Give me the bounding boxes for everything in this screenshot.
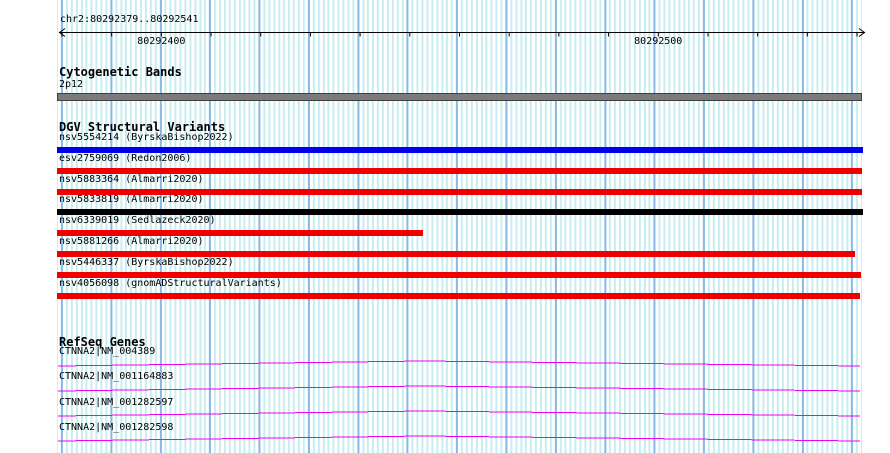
variant-label[interactable]: nsv6339019 (Sedlazeck2020) — [59, 215, 216, 226]
variant-bar[interactable] — [57, 147, 863, 153]
ruler-tick-label: 80292400 — [137, 36, 186, 47]
variant-label[interactable]: nsv5881266 (Almarri2020) — [59, 236, 204, 247]
variant-bar[interactable] — [57, 272, 861, 278]
cytoband-bar[interactable] — [57, 93, 862, 101]
variant-label[interactable]: nsv5833819 (Almarri2020) — [59, 194, 204, 205]
track-header-refseq-genes: RefSeq Genes — [59, 335, 146, 349]
variant-label[interactable]: nsv5554214 (ByrskaBishop2022) — [59, 132, 234, 143]
variant-bar[interactable] — [57, 230, 423, 236]
variant-bar[interactable] — [57, 293, 860, 299]
variant-bar[interactable] — [57, 209, 863, 215]
variant-label[interactable]: nsv5446337 (ByrskaBishop2022) — [59, 257, 234, 268]
variant-bar[interactable] — [57, 189, 862, 195]
region-title: chr2:80292379..80292541 — [60, 14, 199, 25]
track-header-cytogenetic-bands: Cytogenetic Bands — [59, 65, 182, 79]
track-header-dgv-structural-variants: DGV Structural Variants — [59, 120, 226, 134]
variant-label[interactable]: nsv5883364 (Almarri2020) — [59, 174, 204, 185]
variant-bar[interactable] — [57, 168, 862, 174]
gene-label[interactable]: CTNNA2|NM_004389 — [59, 346, 156, 357]
gene-label[interactable]: CTNNA2|NM_001282597 — [59, 397, 174, 408]
ruler-tick-label: 80292500 — [634, 36, 683, 47]
variant-label[interactable]: esv2759069 (Redon2006) — [59, 153, 192, 164]
bp-gridlines-background — [57, 0, 862, 453]
variant-bar[interactable] — [57, 251, 855, 257]
variant-label[interactable]: nsv4056098 (gnomADStructuralVariants) — [59, 278, 282, 289]
gene-label[interactable]: CTNNA2|NM_001164883 — [59, 371, 174, 382]
gene-label[interactable]: CTNNA2|NM_001282598 — [59, 422, 174, 433]
cytoband-label: 2p12 — [59, 79, 84, 90]
